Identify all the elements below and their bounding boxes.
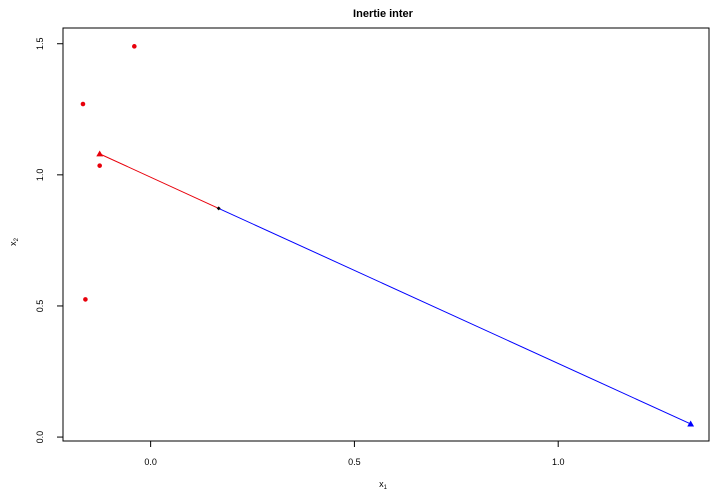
- x-tick-label: 0.5: [348, 457, 361, 467]
- data-point: [80, 101, 86, 107]
- y-axis-label-sub: 2: [14, 237, 20, 241]
- segment-line: [99, 153, 219, 209]
- y-axis-label-main: x: [8, 241, 18, 246]
- x-axis-label-sub: 1: [384, 485, 388, 491]
- data-point: [132, 44, 137, 49]
- y-axis: 0.0 0.5 1.0 1.5: [35, 37, 64, 444]
- data-point: [83, 297, 88, 302]
- segment-line: [218, 207, 691, 425]
- points: [80, 44, 695, 427]
- x-axis-label: x1: [379, 479, 388, 491]
- data-point-diamond: [216, 206, 221, 211]
- data-point-triangle: [96, 150, 104, 157]
- x-axis: 0.0 0.5 1.0: [144, 440, 565, 467]
- data-point: [97, 163, 102, 168]
- y-tick-label: 1.0: [35, 169, 45, 182]
- x-axis-label-main: x: [379, 479, 384, 489]
- y-axis-label: x2: [8, 237, 20, 246]
- segments: [99, 153, 691, 425]
- y-tick-label: 0.5: [35, 300, 45, 313]
- x-tick-label: 1.0: [552, 457, 565, 467]
- x-tick-label: 0.0: [144, 457, 157, 467]
- chart-title: Inertie inter: [353, 8, 414, 20]
- plot-frame: [62, 27, 710, 442]
- y-tick-label: 0.0: [35, 431, 45, 444]
- y-tick-label: 1.5: [35, 37, 45, 50]
- data-point-triangle: [687, 420, 695, 427]
